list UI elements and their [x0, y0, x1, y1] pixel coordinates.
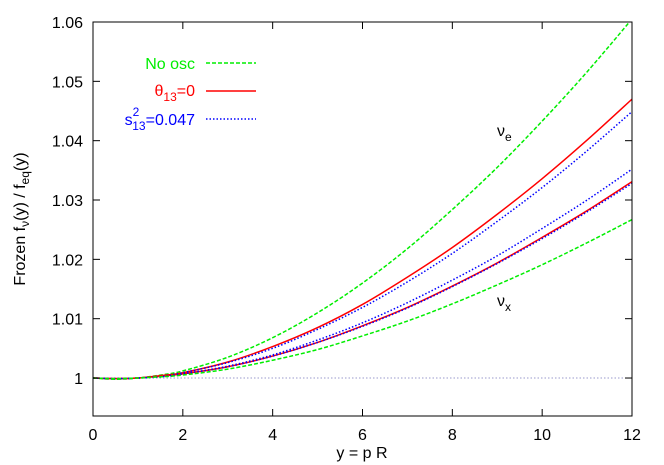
x-tick-label: 10 — [533, 427, 551, 444]
annotation-nu-e: νe — [497, 123, 512, 144]
x-tick-label: 6 — [358, 427, 367, 444]
series-line — [93, 218, 632, 380]
x-tick-label: 8 — [448, 427, 457, 444]
legend-label-s13: s2 13=0.047 — [125, 105, 196, 133]
legend: No osc θ13=0 s2 13=0.047 — [125, 56, 256, 133]
x-axis-label: y = p R — [336, 445, 387, 462]
y-tick-label: 1.04 — [52, 134, 83, 151]
x-tick-label: 2 — [178, 427, 187, 444]
series-line — [93, 182, 632, 380]
legend-label-theta13: θ13=0 — [154, 83, 195, 104]
y-tick-label: 1.01 — [52, 312, 83, 329]
y-tick-label: 1.06 — [52, 15, 83, 32]
x-tick-label: 4 — [268, 427, 277, 444]
series-line — [93, 168, 632, 380]
annotation-nu-x: νx — [497, 293, 511, 314]
y-axis-label: Frozen fν(y) / feq(y) — [12, 152, 32, 285]
legend-label-no-osc: No osc — [145, 56, 195, 73]
x-tick-label: 12 — [623, 427, 641, 444]
y-tick-label: 1.05 — [52, 74, 83, 91]
series-line — [93, 111, 632, 380]
y-tick-label: 1.03 — [52, 193, 83, 210]
series-line — [93, 22, 631, 380]
series-line — [93, 98, 632, 380]
plot-frame — [92, 21, 633, 417]
y-tick-label: 1 — [74, 371, 83, 388]
x-tick-label: 0 — [89, 427, 98, 444]
series-line — [93, 180, 632, 380]
y-tick-label: 1.02 — [52, 252, 83, 269]
